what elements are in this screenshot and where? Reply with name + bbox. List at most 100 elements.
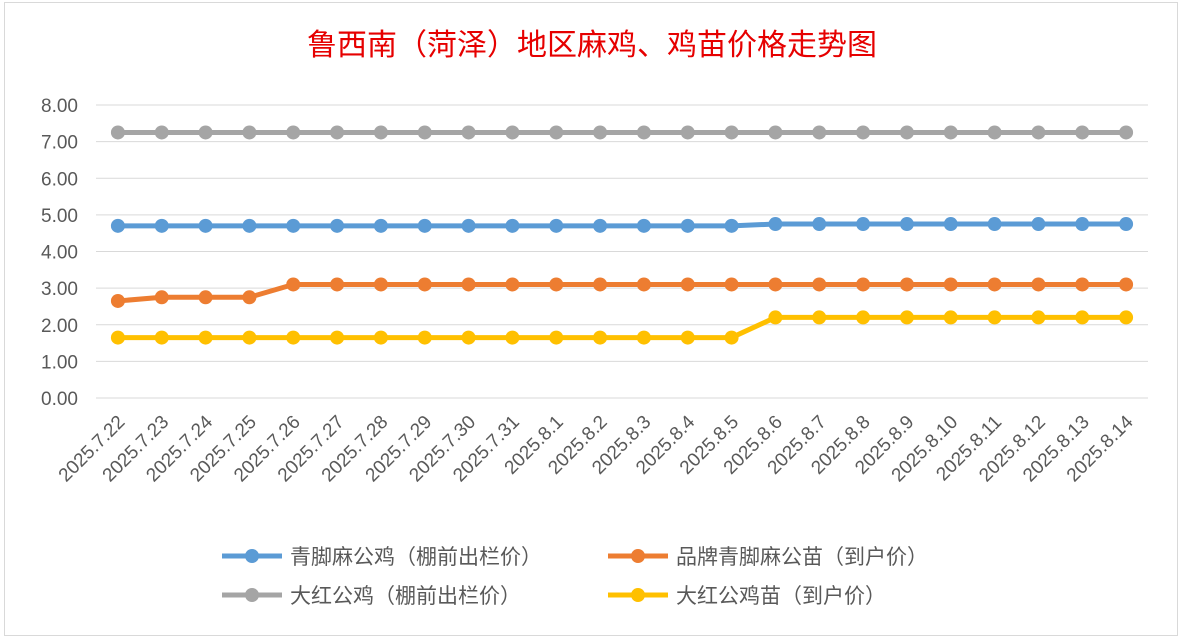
data-point: [198, 330, 213, 345]
data-point: [154, 218, 169, 233]
legend-item: 大红公鸡苗（到户价）: [608, 584, 886, 608]
data-point: [198, 290, 213, 305]
data-point: [1119, 217, 1134, 232]
data-point: [373, 218, 388, 233]
data-point: [680, 218, 695, 233]
data-point: [286, 125, 301, 140]
data-point: [636, 218, 651, 233]
data-point: [1031, 277, 1046, 292]
data-point: [943, 310, 958, 325]
data-point: [549, 277, 564, 292]
data-point: [242, 290, 257, 305]
data-point: [154, 330, 169, 345]
data-point: [899, 277, 914, 292]
data-point: [899, 125, 914, 140]
data-point: [680, 125, 695, 140]
data-point: [593, 218, 608, 233]
data-point: [461, 330, 476, 345]
series-line: [115, 281, 1129, 304]
data-point: [1119, 310, 1134, 325]
data-point: [505, 125, 520, 140]
legend-marker: [631, 549, 645, 563]
data-point: [1075, 310, 1090, 325]
legend-item: 大红公鸡（棚前出栏价）: [222, 584, 521, 608]
legend-item: 青脚麻公鸡（棚前出栏价）: [222, 545, 542, 569]
data-point: [987, 277, 1002, 292]
data-point: [1031, 125, 1046, 140]
data-point: [943, 217, 958, 232]
data-point: [198, 125, 213, 140]
data-point: [593, 125, 608, 140]
data-point: [812, 310, 827, 325]
data-point: [330, 277, 345, 292]
data-point: [680, 277, 695, 292]
data-point: [286, 277, 301, 292]
data-point: [636, 330, 651, 345]
data-point: [987, 310, 1002, 325]
data-point: [1119, 125, 1134, 140]
data-point: [593, 330, 608, 345]
y-tick-label: 2.00: [41, 316, 78, 337]
legend-item: 品牌青脚麻公苗（到户价）: [608, 545, 928, 569]
data-point: [110, 293, 125, 308]
y-tick-label: 5.00: [41, 206, 78, 227]
data-point: [768, 125, 783, 140]
data-point: [110, 218, 125, 233]
data-point: [1031, 310, 1046, 325]
series-1: [110, 277, 1134, 308]
legend-marker: [631, 588, 645, 602]
data-point: [812, 217, 827, 232]
data-point: [154, 290, 169, 305]
data-point: [417, 125, 432, 140]
data-point: [1031, 217, 1046, 232]
data-point: [417, 277, 432, 292]
data-point: [856, 125, 871, 140]
data-point: [1075, 217, 1090, 232]
y-tick-label: 3.00: [41, 279, 78, 300]
y-tick-label: 4.00: [41, 243, 78, 264]
data-point: [812, 277, 827, 292]
data-point: [242, 218, 257, 233]
data-point: [899, 310, 914, 325]
data-point: [1119, 277, 1134, 292]
data-point: [943, 277, 958, 292]
chart-frame: 鲁西南（菏泽）地区麻鸡、鸡苗价格走势图 0.00 1.00 2.00 3.00 4.00…: [4, 2, 1178, 636]
y-tick-label: 8.00: [41, 96, 78, 117]
data-point: [636, 125, 651, 140]
data-point: [373, 330, 388, 345]
data-point: [461, 125, 476, 140]
data-point: [724, 277, 739, 292]
data-point: [373, 125, 388, 140]
data-point: [856, 277, 871, 292]
data-point: [856, 310, 871, 325]
data-point: [812, 125, 827, 140]
data-point: [549, 218, 564, 233]
data-point: [286, 218, 301, 233]
legend-label: 大红公鸡（棚前出栏价）: [290, 584, 521, 608]
data-point: [242, 125, 257, 140]
y-tick-label: 1.00: [41, 352, 78, 373]
data-point: [417, 330, 432, 345]
data-point: [417, 218, 432, 233]
data-point: [330, 330, 345, 345]
legend-label: 品牌青脚麻公苗（到户价）: [676, 545, 928, 569]
series-2: [110, 125, 1134, 140]
legend-marker: [245, 588, 259, 602]
data-point: [330, 125, 345, 140]
data-point: [330, 218, 345, 233]
data-point: [680, 330, 695, 345]
chart-title: 鲁西南（菏泽）地区麻鸡、鸡苗价格走势图: [307, 28, 877, 63]
data-point: [768, 310, 783, 325]
series-line: [115, 221, 1129, 229]
data-point: [549, 125, 564, 140]
data-point: [724, 125, 739, 140]
data-point: [1075, 125, 1090, 140]
data-point: [943, 125, 958, 140]
data-point: [242, 330, 257, 345]
data-point: [1075, 277, 1090, 292]
series-0: [110, 217, 1134, 233]
data-point: [505, 277, 520, 292]
data-point: [724, 218, 739, 233]
data-point: [768, 217, 783, 232]
series-lines: [110, 125, 1134, 345]
